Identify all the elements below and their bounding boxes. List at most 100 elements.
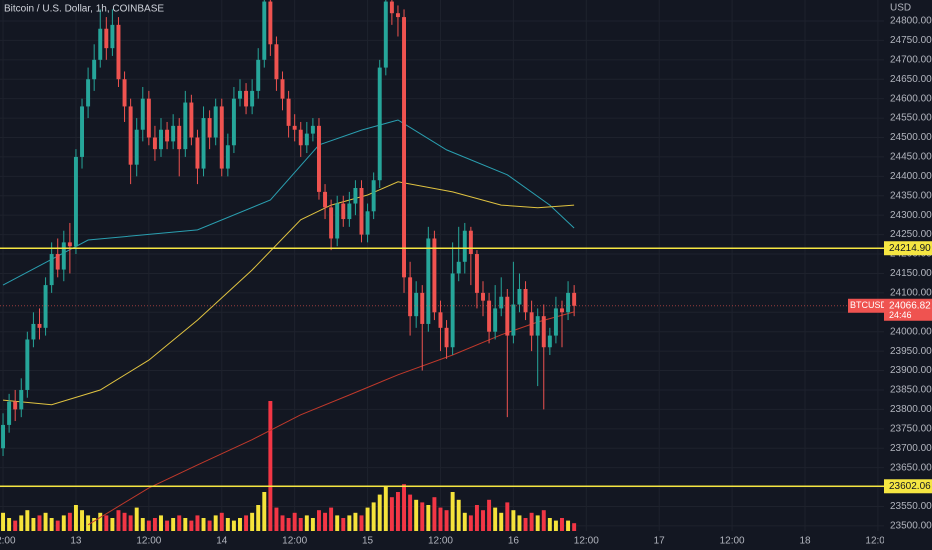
volume-bar (329, 507, 334, 531)
candle-body (371, 180, 376, 212)
y-tick-label: 23700.00 (890, 443, 932, 454)
candle-body (481, 292, 485, 301)
candle-body (92, 59, 97, 80)
volume-bar (134, 507, 139, 531)
candle-body (365, 211, 370, 235)
volume-bar (414, 499, 419, 531)
candle-body (468, 230, 473, 255)
volume-bar (171, 518, 176, 531)
volume-bar (286, 518, 291, 531)
y-tick-label: 24750.00 (890, 35, 932, 46)
x-tick-label: 12:00 (428, 536, 453, 547)
volume-bar (474, 505, 479, 531)
y-tick-label: 23900.00 (890, 365, 932, 376)
candle-body (341, 203, 346, 220)
volume-bar (359, 515, 364, 531)
last-price-bg (884, 298, 932, 321)
y-tick-label: 24600.00 (890, 93, 932, 104)
volume-bar (323, 512, 328, 531)
candles (1, 0, 577, 457)
candle-body (474, 254, 479, 293)
volume-bar (432, 497, 437, 531)
candle-body (268, 1, 273, 45)
volume-bar (438, 507, 443, 531)
candle-body (13, 401, 18, 410)
candle-body (535, 316, 540, 336)
candle-body (262, 1, 267, 60)
x-tick-label: 12:00 (136, 536, 161, 547)
candle-body (43, 285, 48, 328)
y-tick-label: 24800.00 (890, 16, 932, 27)
horizontal-lines (0, 247, 884, 488)
price-label-bg (884, 241, 932, 256)
volume-bar (499, 512, 504, 531)
candle-body (359, 187, 364, 235)
candle-body (104, 28, 109, 49)
volume-bar (298, 518, 303, 531)
volume-bar (104, 515, 109, 531)
candle-body (304, 133, 309, 146)
volume-bar (304, 515, 309, 531)
y-tick-label: 24000.00 (890, 326, 932, 337)
moving-average (2, 119, 575, 286)
volume-bar (7, 518, 12, 531)
candle-body (395, 13, 400, 18)
volume-bar (444, 510, 449, 531)
candle-body (146, 98, 151, 138)
y-tick-label: 23950.00 (890, 346, 932, 357)
y-tick-label: 23650.00 (890, 462, 932, 473)
candle-body (225, 145, 230, 169)
candle-body (128, 106, 133, 165)
volume-bar (535, 515, 540, 531)
volume-bar (25, 510, 30, 531)
candle-body (86, 79, 91, 107)
volume-bar (316, 510, 321, 531)
y-tick-label: 24650.00 (890, 74, 932, 85)
candle-body (529, 312, 534, 336)
volume-bar (450, 492, 455, 531)
volume-bar (122, 512, 127, 531)
y-tick-label: 24300.00 (890, 210, 932, 221)
candle-body (1, 424, 6, 449)
candle-body (456, 261, 461, 274)
candle-body (420, 292, 425, 324)
volume-bar (195, 515, 200, 531)
volume-bar (310, 518, 315, 531)
candle-body (408, 277, 413, 317)
candle-body (159, 129, 163, 150)
volume-bar (55, 520, 60, 531)
candle-body (250, 90, 255, 107)
candle-body (122, 79, 127, 107)
volume-bar (177, 515, 182, 531)
x-tick-label: 15 (362, 536, 374, 547)
volume-bar (426, 505, 431, 531)
candle-body (432, 238, 437, 313)
x-tick-label: 12:00 (574, 536, 599, 547)
candle-body (523, 288, 528, 313)
candle-body (256, 59, 261, 91)
volume-bar (541, 510, 546, 531)
candle-body (541, 316, 546, 348)
symbol-tag: BTCUSD (850, 300, 888, 310)
candle-body (553, 308, 558, 336)
x-tick-label: 18 (799, 536, 811, 547)
candle-body (67, 242, 72, 247)
volume-bar (250, 512, 255, 531)
candle-body (274, 44, 279, 80)
volume-bar (292, 512, 297, 531)
volume-bar (402, 484, 407, 531)
volume-bar (189, 520, 194, 531)
candle-body (444, 327, 449, 348)
volume-bar (365, 507, 370, 531)
moving-average (2, 181, 575, 406)
candle-body (377, 67, 382, 181)
volume-bar (116, 510, 121, 531)
volume-bar (159, 515, 163, 531)
x-tick-label: 12:00 (865, 536, 890, 547)
volume-bar (201, 518, 206, 531)
volume-bar (80, 510, 84, 531)
candle-body (98, 28, 103, 60)
volume-bar (347, 515, 352, 531)
volume-bar (165, 520, 170, 531)
y-tick-label: 24500.00 (890, 132, 932, 143)
